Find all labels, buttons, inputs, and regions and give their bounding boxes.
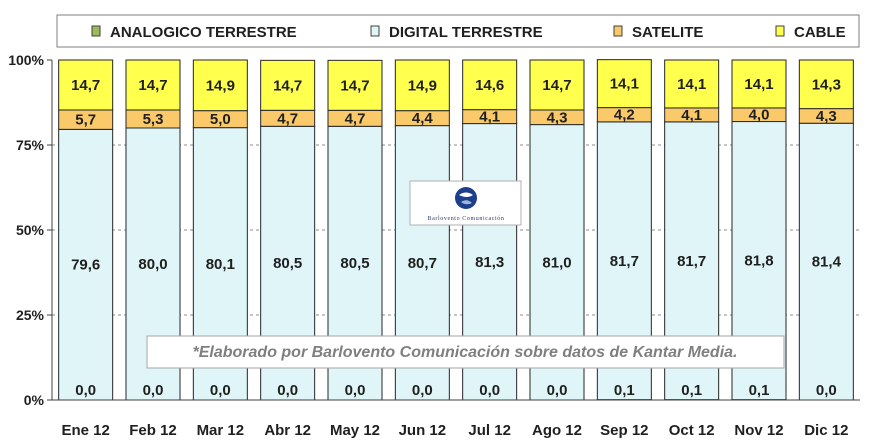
data-label-0-6: 0,0 [479, 382, 500, 399]
y-tick-label-4: 100% [8, 52, 44, 68]
category-label-2: Mar 12 [197, 422, 245, 439]
data-label-1-2: 80,1 [206, 256, 235, 273]
data-label-0-9: 0,1 [681, 382, 702, 399]
data-label-2-6: 4,1 [479, 109, 500, 126]
legend-label-1: DIGITAL TERRESTRE [389, 24, 543, 41]
legend-swatch-2 [613, 25, 623, 37]
category-label-9: Oct 12 [669, 422, 715, 439]
bar-3-7 [529, 59, 585, 111]
data-label-3-10: 14,1 [744, 76, 773, 93]
data-label-1-9: 81,7 [677, 253, 706, 270]
data-label-2-9: 4,1 [681, 107, 702, 124]
data-label-2-5: 4,4 [412, 110, 434, 127]
category-label-0: Ene 12 [61, 422, 109, 439]
watermark-logo: Barlovento Comunicación [409, 180, 522, 226]
axes: 0% 25% 50% 75% 100% Ene 12 Feb 12 Mar 12 Abr 12 M… [8, 52, 860, 439]
data-label-2-10: 4,0 [749, 107, 770, 124]
bar-3-1 [125, 59, 181, 111]
data-label-0-11: 0,0 [816, 382, 837, 399]
data-label-1-0: 79,6 [71, 257, 100, 274]
logo-text: Barlovento Comunicación [428, 216, 505, 222]
legend-swatch-3 [775, 25, 785, 37]
data-label-0-7: 0,0 [547, 382, 568, 399]
gridlines [52, 144, 860, 316]
legend: ANALOGICO TERRESTRE DIGITAL TERRESTRE SATE… [56, 14, 860, 48]
note-box [146, 335, 785, 369]
data-label-2-11: 4,3 [816, 108, 837, 125]
data-label-2-4: 4,7 [345, 110, 366, 127]
category-label-7: Ago 12 [532, 422, 582, 439]
data-label-3-5: 14,9 [408, 77, 437, 94]
data-label-1-7: 81,0 [542, 254, 571, 271]
source-note: *Elaborado por Barlovento Comunicación s… [146, 335, 785, 369]
data-label-3-9: 14,1 [677, 76, 706, 93]
data-label-2-3: 4,7 [277, 110, 298, 127]
data-label-2-1: 5,3 [143, 111, 164, 128]
bar-3-2 [192, 59, 248, 112]
data-label-3-7: 14,7 [542, 77, 571, 94]
data-label-1-8: 81,7 [610, 253, 639, 270]
y-tick-label-2: 50% [16, 222, 45, 238]
category-label-3: Abr 12 [264, 422, 311, 439]
data-label-3-11: 14,3 [812, 76, 841, 93]
logo-wave-icon [459, 192, 473, 197]
category-label-6: Jul 12 [468, 422, 511, 439]
bar-3-0 [58, 59, 114, 111]
y-tick-label-1: 25% [16, 307, 45, 323]
data-label-3-4: 14,7 [340, 77, 369, 94]
legend-label-0: ANALOGICO TERRESTRE [110, 24, 297, 41]
legend-box [56, 14, 860, 48]
data-label-2-2: 5,0 [210, 111, 231, 128]
data-label-1-3: 80,5 [273, 255, 302, 272]
bar-3-10 [731, 59, 787, 109]
data-label-1-1: 80,0 [138, 256, 167, 273]
bar-3-11 [798, 59, 854, 110]
legend-swatch-1 [370, 25, 380, 37]
category-label-11: Dic 12 [804, 422, 848, 439]
data-label-0-5: 0,0 [412, 382, 433, 399]
data-label-0-4: 0,0 [345, 382, 366, 399]
data-label-3-2: 14,9 [206, 77, 235, 94]
data-label-2-8: 4,2 [614, 107, 635, 124]
category-label-1: Feb 12 [129, 422, 177, 439]
legend-label-3: CABLE [794, 24, 846, 41]
data-label-2-7: 4,3 [547, 109, 568, 126]
data-label-0-3: 0,0 [277, 382, 298, 399]
data-label-3-0: 14,7 [71, 77, 100, 94]
data-label-3-3: 14,7 [273, 77, 302, 94]
data-label-3-6: 14,6 [475, 77, 504, 94]
data-label-0-2: 0,0 [210, 382, 231, 399]
note-text: *Elaborado por Barlovento Comunicación s… [193, 344, 738, 361]
category-label-4: May 12 [330, 422, 380, 439]
bar-3-5 [394, 59, 450, 112]
y-tick-label-3: 75% [16, 137, 45, 153]
data-label-1-11: 81,4 [812, 254, 842, 271]
data-label-3-1: 14,7 [138, 77, 167, 94]
data-label-1-10: 81,8 [744, 253, 773, 270]
category-label-5: Jun 12 [399, 422, 447, 439]
bar-1-11 [798, 122, 854, 401]
bar-3-4 [327, 59, 383, 111]
data-label-1-4: 80,5 [340, 255, 369, 272]
logo-circle-icon [455, 187, 477, 209]
data-label-0-1: 0,0 [143, 382, 164, 399]
data-label-2-0: 5,7 [75, 112, 96, 129]
legend-label-2: SATELITE [632, 24, 703, 41]
data-label-1-6: 81,3 [475, 254, 504, 271]
bar-3-8 [596, 59, 652, 109]
bar-3-6 [462, 59, 518, 111]
data-label-0-0: 0,0 [75, 382, 96, 399]
category-label-8: Sep 12 [600, 422, 648, 439]
bar-3-9 [664, 59, 720, 109]
logo-wave2-icon [461, 200, 472, 205]
category-label-10: Nov 12 [734, 422, 783, 439]
data-label-1-5: 80,7 [408, 255, 437, 272]
data-label-0-10: 0,1 [749, 382, 770, 399]
bar-3-3 [260, 59, 316, 111]
data-label-3-8: 14,1 [610, 76, 639, 93]
data-label-0-8: 0,1 [614, 382, 635, 399]
y-tick-label-0: 0% [24, 392, 45, 408]
legend-swatch-0 [91, 25, 101, 37]
